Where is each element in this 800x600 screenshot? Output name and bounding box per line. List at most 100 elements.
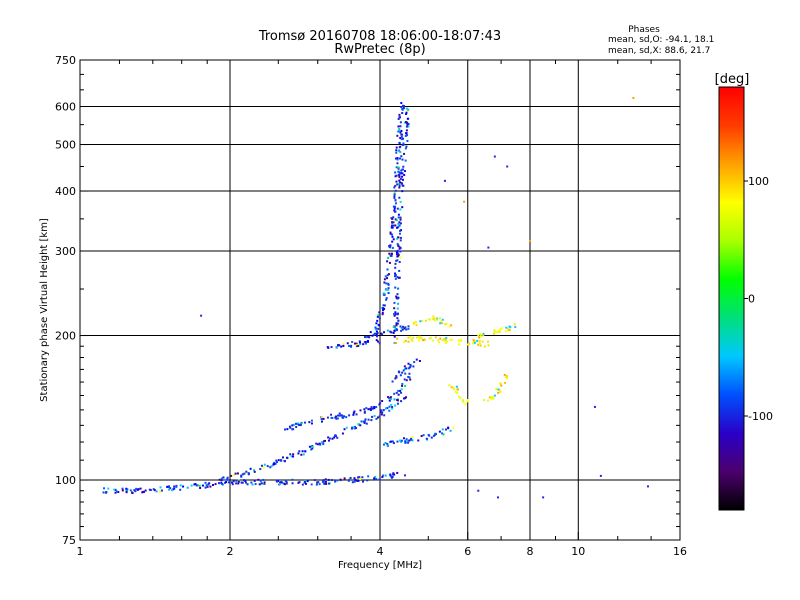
data-point [466,398,469,401]
data-point [390,476,393,479]
data-point [492,397,495,400]
data-point [260,482,263,485]
data-point [407,123,410,126]
data-point [351,481,354,484]
data-point [244,479,247,482]
data-point [134,490,137,493]
data-point [373,332,376,335]
data-point [416,336,419,339]
data-point [439,337,442,340]
data-point [285,481,288,484]
data-point [439,322,442,325]
data-point [390,475,393,478]
data-point [205,484,208,487]
data-point [195,484,198,487]
data-point [492,332,495,335]
data-point [445,336,448,339]
data-point [240,475,243,478]
data-point [394,341,397,344]
data-point [403,368,406,371]
data-point [399,125,402,128]
data-point [401,328,404,331]
data-point [385,288,388,291]
data-point [397,149,400,152]
data-point [401,206,404,209]
data-point [295,425,298,428]
data-point [363,410,366,413]
data-point [393,209,396,212]
data-point [496,496,499,499]
data-point [341,415,344,418]
data-point [396,226,399,229]
data-point [448,384,451,387]
data-point [396,237,399,240]
data-point [422,339,425,342]
data-point [396,162,399,165]
data-point [173,487,176,490]
data-point [487,340,490,343]
data-point [331,437,334,440]
data-point [383,308,386,311]
data-point [397,226,400,229]
data-point [401,178,404,181]
data-point [398,113,401,116]
data-point [402,165,405,168]
data-point [402,107,405,110]
data-point [394,377,397,380]
data-point [472,339,475,342]
data-point [430,436,433,439]
data-point [334,434,337,437]
data-point [447,426,450,429]
data-point [396,317,399,320]
data-point [354,478,357,481]
data-point [321,441,324,444]
data-point [296,422,299,425]
x-tick-label: 8 [527,545,534,558]
data-point [399,200,402,203]
data-point [391,224,394,227]
data-point [201,484,204,487]
data-point [407,362,410,365]
data-point [401,182,404,185]
data-point [493,155,496,158]
data-point [235,479,238,482]
data-point [179,488,182,491]
data-point [327,482,330,485]
data-point [345,426,348,429]
data-point [318,483,321,486]
data-point [396,249,399,252]
data-point [379,411,382,414]
data-point [440,320,443,323]
data-point [353,425,356,428]
data-point [345,416,348,419]
data-point [352,411,355,414]
data-point [442,433,445,436]
data-point [399,131,402,134]
data-point [394,218,397,221]
data-point [351,340,354,343]
data-point [412,365,415,368]
data-point [303,480,306,483]
data-point [274,462,277,465]
data-point [474,340,477,343]
data-point [355,342,358,345]
data-point [273,463,276,466]
data-point [230,474,233,477]
data-point [383,414,386,417]
data-point [334,416,337,419]
data-point [438,317,441,320]
data-point [298,450,301,453]
data-point [392,325,395,328]
data-point [277,459,280,462]
data-point [371,415,374,418]
data-point [407,375,410,378]
data-point [409,336,412,339]
data-point [209,485,212,488]
data-point [499,389,502,392]
data-point [394,272,397,275]
data-point [396,307,399,310]
data-point [434,336,437,339]
data-point [319,443,322,446]
data-point [330,479,333,482]
data-point [391,405,394,408]
